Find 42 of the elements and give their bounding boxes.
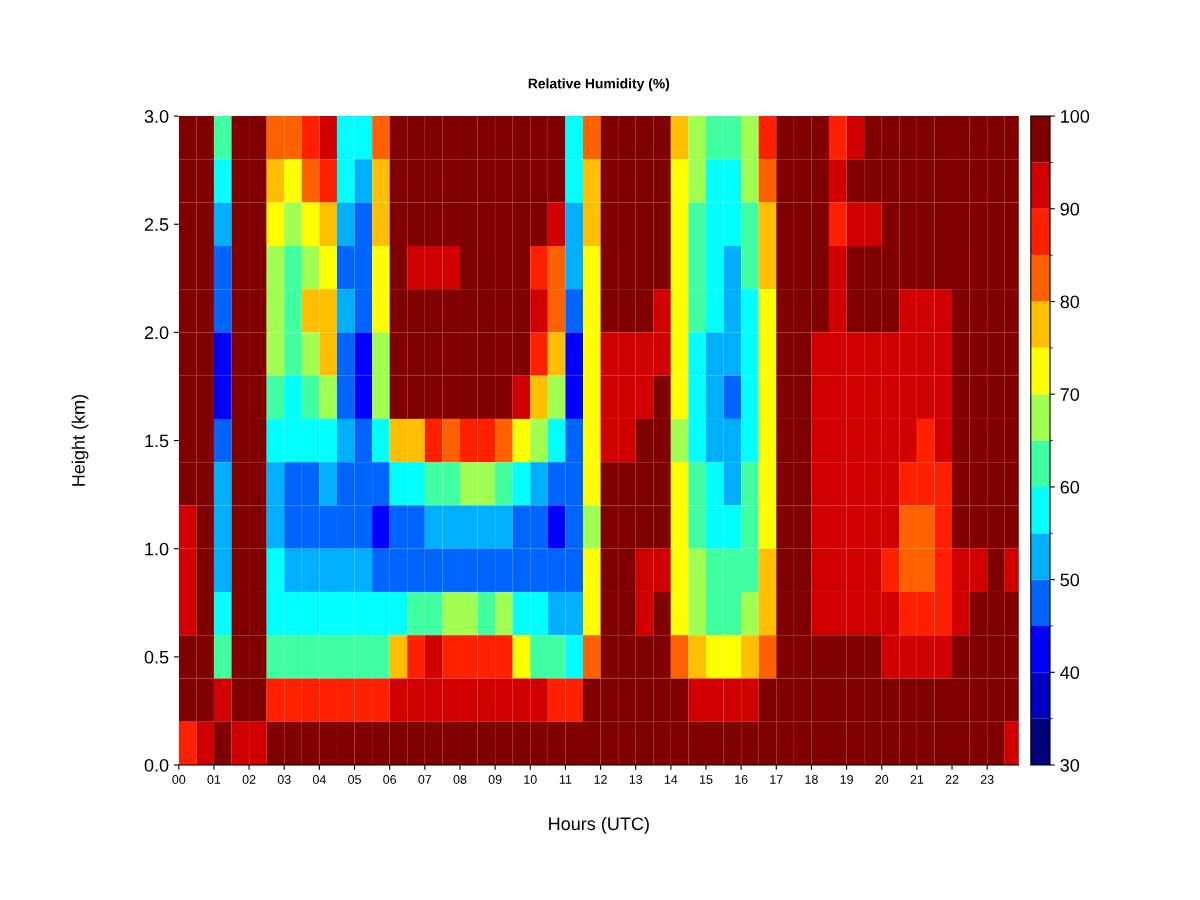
y-tick-label: 1.0 xyxy=(145,542,169,556)
x-tick-label: 04 xyxy=(312,775,326,784)
color-bar-label: 40 xyxy=(1060,666,1080,680)
color-bar-label: 50 xyxy=(1060,573,1080,587)
x-tick-label: 15 xyxy=(700,775,713,784)
y-tick-label: 2.0 xyxy=(144,326,169,340)
x-tick-label: 07 xyxy=(418,775,432,784)
color-bar-label: 70 xyxy=(1060,388,1080,401)
x-tick-label: 09 xyxy=(488,775,502,784)
x-tick-label: 02 xyxy=(242,775,256,784)
x-tick-label: 08 xyxy=(453,775,467,784)
color-bar-label: 90 xyxy=(1060,202,1080,216)
x-tick-label: 10 xyxy=(524,775,537,784)
x-tick-label: 03 xyxy=(277,775,291,784)
x-tick-label: 22 xyxy=(945,775,959,784)
x-axis-title: Hours (UTC) xyxy=(549,816,649,834)
color-bar-label: 80 xyxy=(1060,295,1080,309)
chart-title: Relative Humidity (%) xyxy=(528,78,670,92)
x-tick-label: 11 xyxy=(559,775,572,784)
y-tick-label: 1.5 xyxy=(145,434,169,448)
x-tick-label: 18 xyxy=(805,775,818,784)
y-tick-label: 0.0 xyxy=(144,758,169,772)
x-tick-label: 12 xyxy=(594,775,607,784)
x-tick-label: 23 xyxy=(980,775,994,784)
y-tick-label: 2.5 xyxy=(144,218,169,231)
x-tick-label: 17 xyxy=(770,775,783,784)
x-tick-label: 16 xyxy=(735,775,748,784)
x-tick-label: 06 xyxy=(383,775,397,784)
y-axis-title: Height (km) xyxy=(71,395,89,486)
x-tick-label: 05 xyxy=(348,775,361,784)
x-tick-label: 13 xyxy=(629,775,643,784)
y-tick-label: 0.5 xyxy=(144,650,169,664)
x-tick-label: 19 xyxy=(840,775,853,784)
y-tick-label: 3.0 xyxy=(144,110,169,123)
color-bar-label: 100 xyxy=(1061,110,1090,123)
x-tick-label: 00 xyxy=(172,775,186,784)
x-tick-label: 14 xyxy=(664,775,678,784)
x-tick-label: 20 xyxy=(875,775,889,784)
x-tick-label: 01 xyxy=(207,775,221,784)
color-bar-label: 60 xyxy=(1060,480,1080,494)
x-tick-label: 21 xyxy=(910,775,924,784)
color-bar-label: 30 xyxy=(1060,758,1080,772)
